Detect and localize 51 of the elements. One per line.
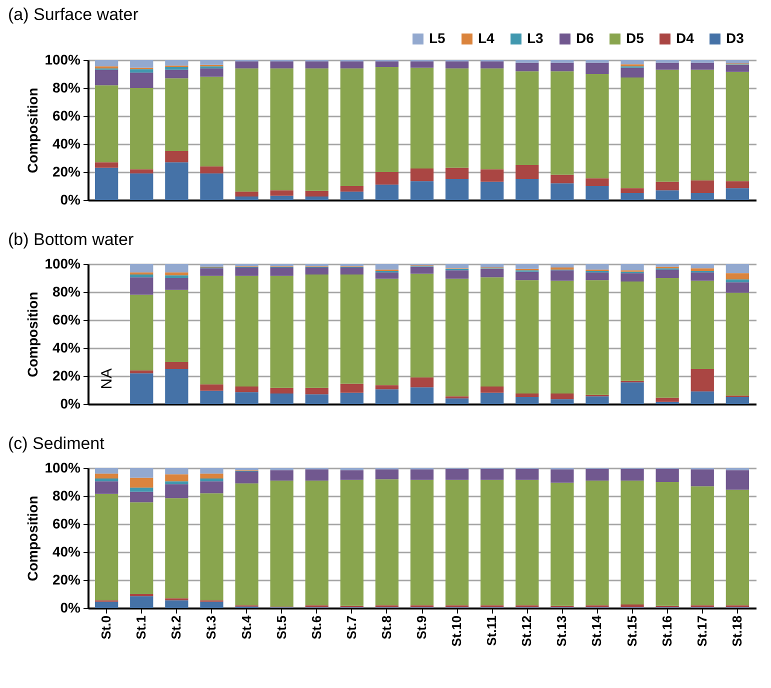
y-tick-label: 0% [60, 192, 82, 208]
x-tick-label: St.18 [729, 616, 744, 647]
chart-title: (a) Surface water [8, 5, 139, 24]
y-tick-label: 100% [44, 52, 82, 68]
y-tick-label: 20% [52, 572, 82, 588]
y-tick-label: 40% [52, 544, 82, 560]
y-tick-label: 100% [44, 256, 82, 272]
y-axis-title: Composition [24, 292, 41, 378]
legend-label: D5 [626, 30, 644, 46]
y-tick-label: 80% [52, 80, 82, 96]
y-tick-label: 0% [60, 396, 82, 412]
x-tick-label: St.10 [449, 616, 464, 647]
legend-label: L5 [429, 30, 446, 46]
x-tick-label: St.3 [204, 616, 219, 640]
annotation: NA [98, 368, 116, 390]
legend-label: D6 [576, 30, 594, 46]
chart-title: (b) Bottom water [8, 230, 134, 249]
y-tick-label: 20% [52, 164, 82, 180]
y-tick-label: 20% [52, 368, 82, 384]
x-tick-label: St.5 [274, 616, 289, 640]
x-tick-label: St.12 [519, 616, 534, 647]
x-tick-label: St.1 [134, 616, 149, 640]
x-tick-label: St.14 [589, 614, 604, 647]
y-tick-label: 80% [52, 488, 82, 504]
y-tick-label: 60% [52, 312, 82, 328]
y-axis-title: Composition [24, 496, 41, 582]
legend-label: L3 [527, 30, 544, 46]
x-tick-label: St.2 [168, 616, 184, 640]
y-tick-label: 100% [44, 460, 82, 476]
y-tick-label: 40% [52, 340, 82, 356]
y-tick-label: 40% [52, 136, 82, 152]
x-tick-label: St.15 [624, 616, 640, 647]
x-tick-label: St.7 [344, 616, 359, 640]
legend-label: D3 [726, 30, 744, 46]
x-tick-label: St.4 [238, 614, 254, 640]
chart-title: (c) Sediment [8, 434, 105, 453]
y-axis-title: Composition [24, 88, 41, 174]
y-tick-label: 80% [52, 284, 82, 300]
x-tick-label: St.9 [414, 616, 429, 640]
x-tick-label: St.16 [659, 616, 674, 647]
x-tick-label: St.17 [694, 616, 710, 647]
x-tick-label: St.0 [98, 616, 114, 640]
x-tick-label: St.6 [308, 616, 324, 640]
legend-label: L4 [478, 30, 495, 46]
y-tick-label: 0% [60, 600, 82, 616]
x-tick-label: St.13 [554, 616, 570, 647]
y-tick-label: 60% [52, 108, 82, 124]
x-tick-label: St.11 [484, 616, 500, 646]
legend-label: D4 [676, 30, 694, 46]
y-tick-label: 60% [52, 516, 82, 532]
x-tick-label: St.8 [378, 616, 394, 640]
